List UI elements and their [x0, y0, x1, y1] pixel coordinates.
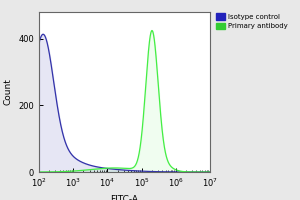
- X-axis label: FITC-A: FITC-A: [110, 195, 139, 200]
- Legend: Isotype control, Primary antibody: Isotype control, Primary antibody: [217, 13, 287, 29]
- Y-axis label: Count: Count: [4, 79, 13, 105]
